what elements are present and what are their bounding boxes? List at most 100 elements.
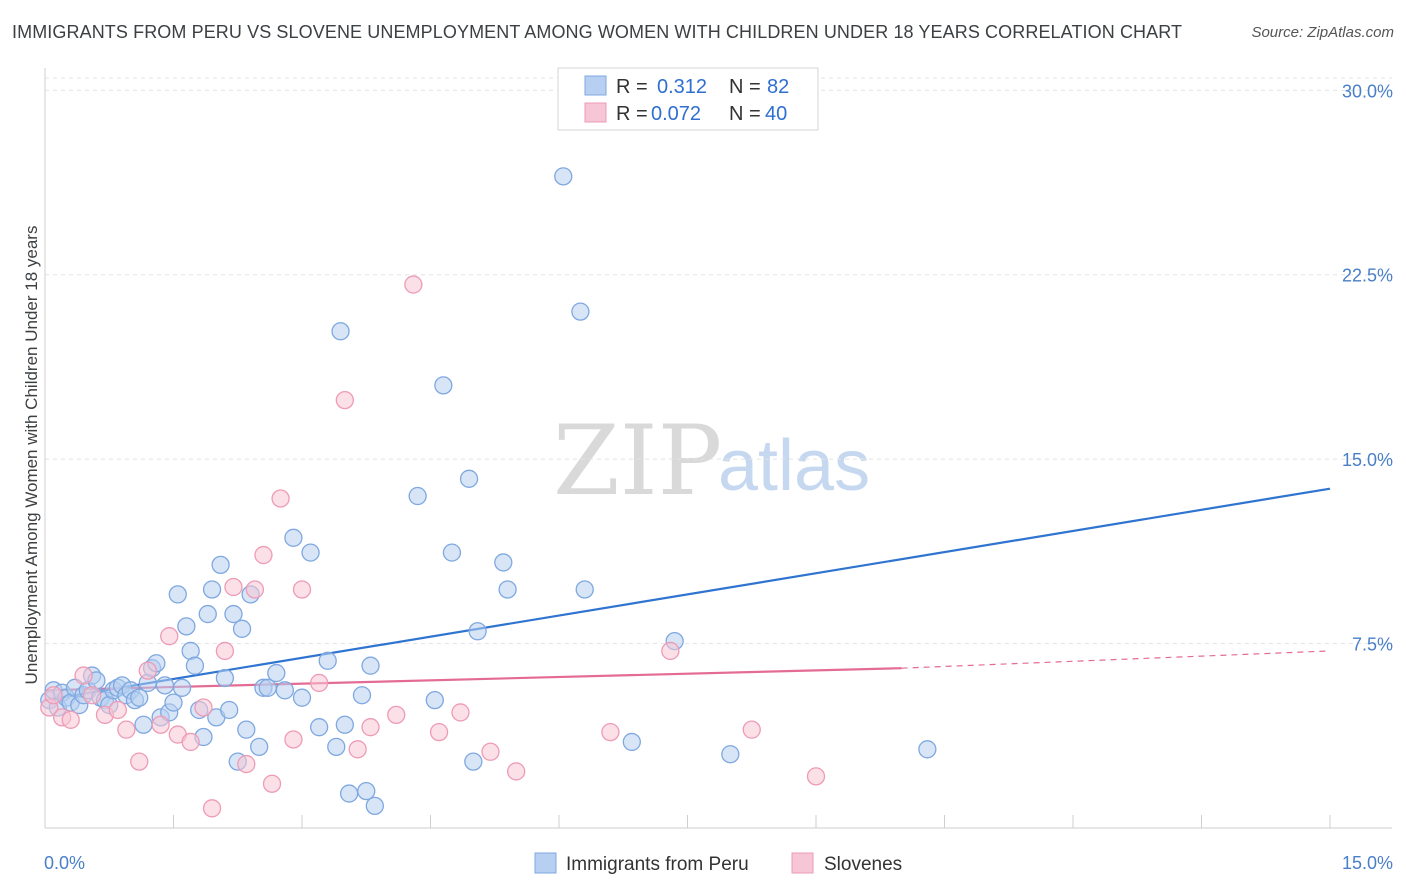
slovene-data-point (108, 700, 127, 720)
slovene-data-point (202, 799, 222, 818)
peru-data-point (130, 688, 149, 707)
peru-data-point (459, 469, 479, 488)
peru-data-point (177, 617, 196, 636)
peru-data-point (198, 604, 217, 624)
slovene-data-point (181, 732, 200, 752)
peru-data-point (284, 528, 303, 547)
peru-data-point (267, 663, 286, 683)
slovene-data-point (309, 673, 329, 693)
peru-data-point (168, 585, 187, 604)
peru-data-point (357, 781, 376, 801)
peru-data-point (292, 688, 312, 707)
slovene-data-point (348, 740, 367, 759)
peru-data-point (258, 678, 277, 697)
watermark-atlas: atlas (718, 426, 870, 506)
slovene-data-point (387, 705, 406, 725)
peru-data-point (164, 693, 183, 712)
y-axis-tick-labels: 7.5% 15.0% 22.5% 30.0% (1342, 81, 1393, 654)
peru-data-point (224, 604, 243, 624)
peru-data-point (275, 681, 295, 700)
peru-data-point (335, 715, 354, 734)
legend-r-value-peru: 0.312 (657, 76, 707, 98)
series-slovenes (40, 275, 826, 818)
peru-trend-line (44, 487, 1331, 702)
peru-data-point (498, 580, 517, 599)
peru-data-point (622, 732, 641, 752)
peru-data-point (250, 737, 269, 757)
slovene-data-point (451, 703, 470, 722)
peru-data-point (721, 745, 740, 764)
slovene-data-point (361, 718, 380, 737)
y-axis-label: Unemployment Among Women with Children U… (22, 226, 41, 685)
peru-data-point (339, 784, 359, 803)
series-immigrants-from-peru (40, 167, 937, 816)
peru-data-point (494, 553, 513, 572)
peru-data-point (352, 686, 372, 705)
peru-data-point (434, 376, 453, 395)
legend-n-label-peru: N = (729, 76, 761, 98)
peru-data-point (468, 622, 487, 641)
peru-data-point (155, 676, 175, 695)
slovene-data-point (160, 627, 179, 646)
slovene-trend-extension (901, 650, 1331, 669)
peru-data-point (571, 302, 590, 321)
peru-data-point (331, 322, 350, 341)
peru-data-point (408, 486, 427, 506)
slovene-data-point (254, 545, 273, 565)
slovene-data-point (601, 722, 620, 742)
peru-data-point (185, 656, 205, 675)
peru-data-point (442, 543, 462, 562)
y-tick-label: 15.0% (1342, 450, 1393, 470)
gridlines (45, 77, 1392, 645)
series-legend: Immigrants from Peru Slovenes (534, 852, 902, 875)
slovene-data-point (429, 722, 449, 742)
slovene-data-point (215, 641, 235, 661)
correlation-legend: R = 0.312 N = 82 R = 0.072 N = 40 (557, 67, 819, 131)
peru-data-point (202, 580, 222, 599)
slovene-data-point (806, 767, 826, 786)
x-tick-label-min: 0.0% (44, 853, 85, 873)
peru-data-point (134, 715, 153, 734)
slovene-data-point (481, 742, 500, 761)
peru-data-point (918, 740, 937, 759)
legend-swatch-slovene (584, 102, 607, 123)
legend-swatch-peru (584, 75, 607, 96)
peru-data-point (215, 668, 235, 688)
slovene-data-point (138, 661, 157, 680)
legend-n-value-slovene: 40 (765, 103, 787, 125)
slovene-data-point (194, 698, 213, 717)
slovene-data-point (262, 774, 282, 793)
y-tick-label: 30.0% (1342, 81, 1393, 101)
peru-data-point (327, 737, 346, 757)
slovene-data-point (237, 754, 256, 774)
peru-data-point (318, 651, 337, 670)
slovene-data-point (507, 762, 526, 781)
peru-data-point (464, 752, 483, 771)
legend-r-label-slovene: R = (616, 103, 648, 125)
slovene-data-point (130, 752, 149, 771)
slovene-data-point (224, 577, 243, 597)
peru-data-point (554, 167, 573, 186)
slovene-data-point (742, 720, 761, 739)
peru-data-point (220, 700, 239, 720)
peru-data-point (237, 720, 256, 739)
slovene-data-point (74, 666, 93, 685)
slovene-data-point (284, 730, 303, 749)
slovene-data-point (661, 641, 680, 661)
slovene-data-point (117, 720, 136, 739)
peru-data-point (301, 543, 320, 562)
slovene-data-point (335, 390, 354, 410)
legend-r-label-peru: R = (616, 76, 648, 98)
bottom-legend-label-slovene: Slovenes (824, 854, 902, 875)
slovene-data-point (404, 275, 423, 294)
slovene-data-point (292, 580, 312, 599)
slovene-data-point (271, 489, 290, 508)
slovene-data-point (82, 686, 102, 705)
bottom-legend-label-peru: Immigrants from Peru (566, 854, 749, 875)
slovene-data-point (151, 715, 170, 734)
bottom-legend-swatch-slovene (791, 852, 814, 874)
slovene-data-point (61, 710, 80, 729)
peru-data-point (172, 678, 192, 697)
slovene-data-point (44, 686, 63, 705)
